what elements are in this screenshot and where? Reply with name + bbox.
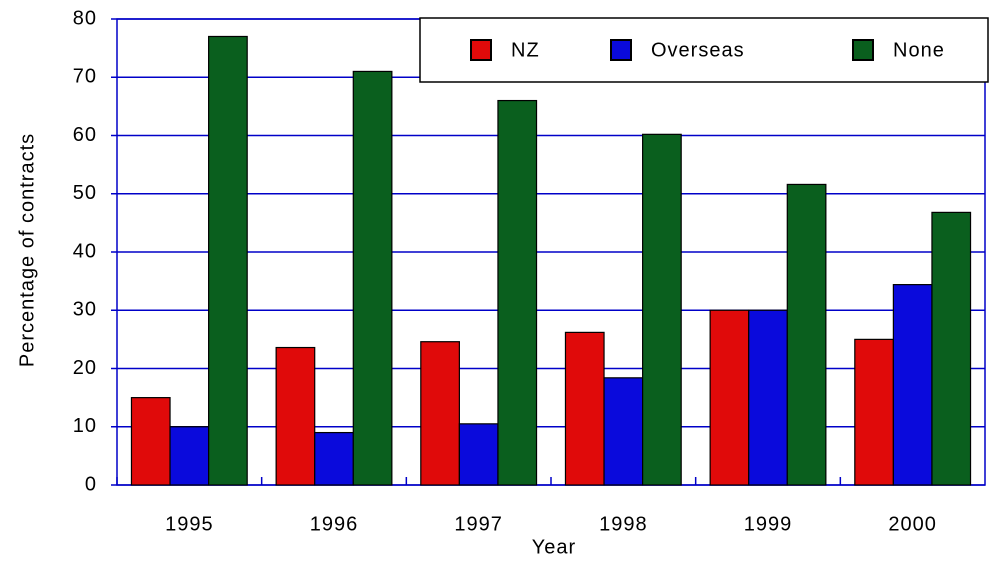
- bar: [420, 341, 460, 486]
- legend-box: [419, 17, 989, 83]
- bar: [854, 338, 894, 486]
- bar: [564, 331, 605, 486]
- legend-swatch: [470, 39, 492, 61]
- legend-label: None: [893, 39, 945, 61]
- x-axis-label: Year: [532, 536, 576, 558]
- bar: [709, 309, 750, 486]
- bar: [458, 423, 499, 486]
- legend-swatch: [852, 39, 874, 61]
- legend-label: Overseas: [651, 39, 745, 61]
- bar: [892, 284, 933, 486]
- bar: [748, 309, 788, 486]
- y-axis-label: Percentage of contracts: [16, 133, 38, 367]
- y-tick-label: 0: [85, 473, 97, 495]
- bar: [314, 431, 354, 486]
- legend-label: NZ: [511, 39, 540, 61]
- y-tick-label: 70: [73, 66, 97, 88]
- x-tick-label: 1995: [165, 513, 214, 535]
- bar: [786, 183, 827, 486]
- x-tick-label: 1997: [454, 513, 503, 535]
- y-tick-label: 60: [73, 124, 97, 146]
- y-tick-label: 20: [73, 357, 97, 379]
- bar: [208, 35, 248, 486]
- bar: [352, 70, 393, 486]
- bar: [275, 346, 316, 486]
- x-tick-label: 1999: [744, 513, 793, 535]
- bar: [642, 133, 682, 486]
- y-tick-label: 80: [73, 7, 97, 29]
- legend-swatch: [610, 39, 632, 61]
- x-tick-label: 2000: [888, 513, 937, 535]
- bar: [130, 397, 171, 486]
- bar: [169, 426, 210, 486]
- x-tick-label: 1998: [599, 513, 648, 535]
- y-tick-label: 40: [73, 240, 97, 262]
- x-tick-label: 1996: [310, 513, 359, 535]
- y-tick-label: 30: [73, 299, 97, 321]
- bar: [603, 377, 644, 486]
- y-tick-label: 10: [73, 415, 97, 437]
- y-tick-label: 50: [73, 182, 97, 204]
- bar: [497, 99, 538, 486]
- bar: [931, 211, 972, 486]
